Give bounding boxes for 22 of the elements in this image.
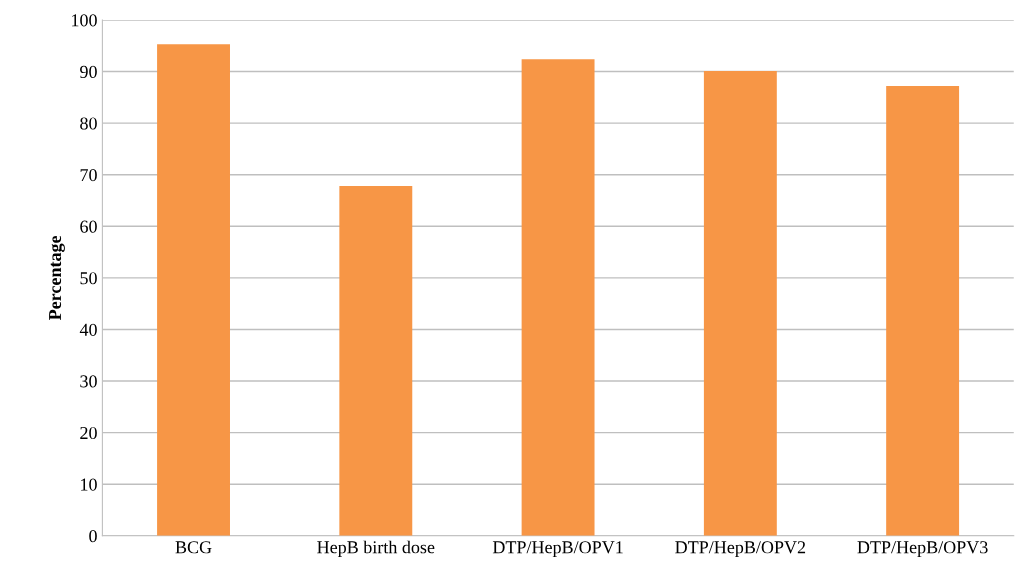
- bar: [703, 71, 777, 536]
- y-tick-label: 80: [80, 117, 97, 130]
- x-tick-label: HepB birth dose: [317, 540, 435, 558]
- x-tick-label: BCG: [175, 541, 212, 554]
- bar: [521, 59, 595, 536]
- y-tick-label: 70: [80, 168, 97, 182]
- y-tick-label: 30: [80, 375, 97, 388]
- y-tick-label: 40: [79, 323, 97, 336]
- x-tick-label: DTP/HepB/OPV3: [857, 541, 988, 558]
- y-tick-label: 50: [80, 272, 97, 285]
- x-tick-label: DTP/HepB/OPV2: [675, 541, 806, 558]
- bar: [886, 85, 960, 536]
- y-tick-label: 90: [80, 65, 97, 78]
- bar: [339, 186, 413, 536]
- y-tick-label: 100: [72, 14, 97, 27]
- y-axis-title: Percentage: [49, 235, 65, 321]
- y-tick-label: 60: [80, 220, 97, 233]
- y-tick-label: 10: [81, 478, 97, 491]
- y-tick-label: 20: [80, 426, 97, 440]
- y-tick-label: 0: [89, 530, 97, 543]
- bar: [157, 44, 230, 536]
- x-tick-label: DTP/HepB/OPV1: [492, 541, 623, 558]
